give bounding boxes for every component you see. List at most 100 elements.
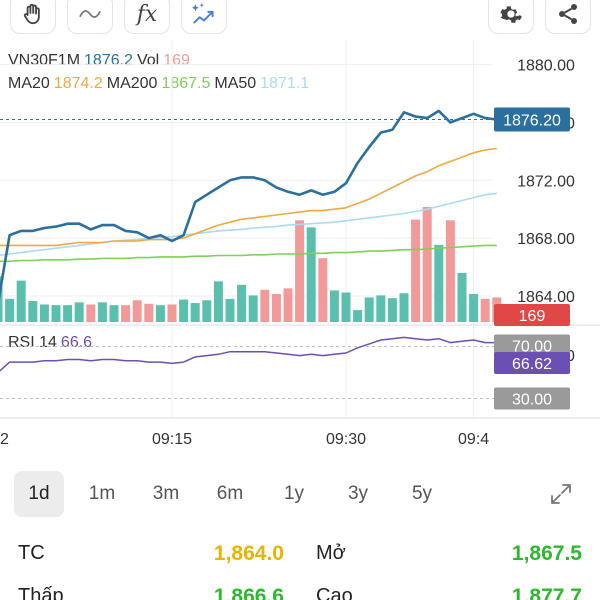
ma-legend: MA20 1874.2 MA200 1867.5 MA50 1871.1: [8, 75, 313, 93]
series-lines: [0, 109, 497, 300]
time-tick-label: 09:15: [152, 431, 192, 448]
volume-bar: [341, 292, 351, 322]
volume-bar: [283, 288, 293, 322]
rsi-current-badge-bg: [494, 352, 570, 374]
volume-bar: [63, 305, 73, 322]
volume-bar: [16, 280, 26, 322]
expand-icon[interactable]: [549, 482, 573, 506]
volume-bar: [28, 300, 38, 322]
volume-bar: [422, 207, 432, 322]
rsi-panel: [0, 336, 497, 399]
volume-bar: [202, 300, 212, 322]
volume-bar: [86, 304, 96, 322]
volume-bar: [469, 293, 479, 322]
volume-bar: [39, 304, 49, 322]
hand-tool-button[interactable]: [10, 0, 56, 34]
trend-line-button[interactable]: [67, 0, 113, 34]
volume-bar: [51, 305, 61, 322]
series-line-ma20: [0, 147, 497, 247]
rsi-level-badge-30-text: 30.00: [512, 392, 552, 409]
rsi-level-badge-30: 30.00: [494, 387, 570, 410]
ma50-value: 1871.1: [260, 75, 310, 92]
price-tick-label: 1864.00: [517, 289, 575, 306]
ma50-label: MA50: [214, 75, 257, 92]
function-button[interactable]: fx: [124, 0, 170, 34]
time-tick-label: 09:30: [326, 431, 366, 448]
magic-indicator-button[interactable]: [181, 0, 227, 34]
settings-button[interactable]: [488, 0, 534, 34]
volume-bar: [167, 304, 177, 322]
volume-bars: [0, 207, 502, 322]
volume-bar: [132, 300, 142, 322]
rsi-level-badge-70-text: 70.00: [512, 339, 552, 356]
volume-bar: [306, 227, 316, 322]
volume-bar: [121, 305, 131, 322]
time-axis: 2 09:15 09:30 09:4: [0, 431, 489, 448]
gear-icon: [500, 6, 522, 23]
period-1m[interactable]: 1m: [88, 483, 116, 504]
ma200-label: MA200: [106, 75, 158, 92]
volume-bar: [155, 305, 165, 322]
stat-mo-label: Mở: [316, 542, 346, 564]
volume-bar: [74, 302, 84, 322]
volume-badge: 169: [494, 304, 570, 326]
rsi-level-badge-70-bg: [494, 334, 570, 357]
period-5y[interactable]: 5y: [411, 483, 433, 504]
period-3m[interactable]: 3m: [152, 483, 180, 504]
price-tick-label: 1868.00: [517, 231, 575, 248]
volume-bar: [109, 305, 119, 322]
volume-bar: [434, 244, 444, 322]
series-line-ma200: [0, 244, 497, 263]
volume-bar: [271, 293, 281, 322]
volume-bar: [480, 298, 490, 322]
series-line-ma50: [0, 192, 497, 257]
stat-thap-label: Thấp: [18, 585, 64, 600]
ma20-value: 1874.2: [53, 75, 103, 92]
period-3y[interactable]: 3y: [347, 483, 369, 504]
volume-bar: [237, 284, 247, 322]
rsi-level-badge-30-bg: [494, 387, 570, 410]
share-icon: [559, 4, 577, 24]
share-button[interactable]: [545, 0, 591, 34]
volume-bar: [318, 258, 328, 322]
volume-bar: [213, 281, 223, 322]
stat-cao-label: Cao: [316, 585, 353, 600]
volume-bar: [5, 298, 15, 322]
period-6m[interactable]: 6m: [216, 483, 244, 504]
volume-bar: [0, 276, 3, 322]
price-tick-label: 1880.00: [517, 58, 575, 75]
volume-bar: [260, 289, 270, 322]
current-price-badge-text: 1876.20: [503, 113, 561, 130]
volume-badge-text: 169: [519, 308, 546, 325]
period-1y[interactable]: 1y: [283, 483, 305, 504]
volume-bar: [225, 298, 235, 322]
series-line-vn30f1m: [0, 109, 497, 300]
current-price-badge-bg: [494, 107, 570, 132]
stat-mo-value: 1,867.5: [511, 542, 582, 565]
stat-tc-value: 1,864.0: [213, 542, 284, 565]
rsi-current-badge: 66.62: [494, 352, 570, 374]
volume-badge-bg: [494, 304, 570, 326]
hand-icon: [23, 3, 40, 25]
rsi-axis-tick: 0: [566, 348, 575, 365]
stat-tc-label: TC: [18, 542, 45, 564]
trend-line-icon: [79, 10, 101, 18]
price-tick-label: 1872.00: [517, 173, 575, 190]
volume-bar: [190, 303, 200, 322]
volume-bar: [248, 295, 258, 322]
period-selector: 1d 1m 3m 6m 1y 3y 5y: [12, 471, 588, 517]
volume-bar: [376, 295, 386, 322]
function-icon: fx: [136, 1, 158, 27]
time-tick-label: 09:4: [458, 431, 489, 448]
volume-bar: [97, 302, 107, 322]
chart-toolbar: fx: [0, 0, 600, 36]
volume-bar: [144, 303, 154, 322]
period-1d[interactable]: 1d: [14, 471, 64, 517]
current-price-badge: 1876.20: [494, 107, 570, 132]
rsi-line: [0, 336, 497, 372]
ma20-label: MA20: [8, 75, 50, 92]
rsi-level-badge-70: 70.00: [494, 334, 570, 357]
